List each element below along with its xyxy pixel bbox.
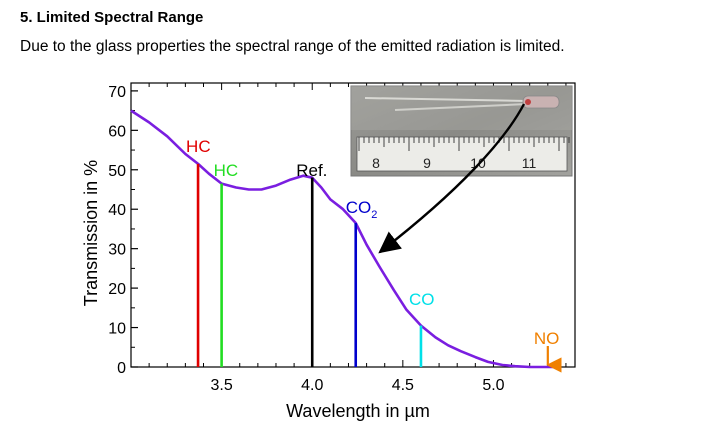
ruler-label: 8 [372, 155, 380, 171]
x-tick-label: 4.0 [301, 377, 323, 394]
section-title: 5. Limited Spectral Range [20, 9, 204, 26]
y-axis-title: Transmission in % [81, 160, 101, 306]
emitter-photo: 8 9 10 11 [350, 85, 573, 177]
x-tick-label: 4.5 [392, 377, 414, 394]
x-axis-title: Wavelength in µm [286, 401, 430, 421]
ruler-ticks: 8 9 10 11 [358, 137, 570, 171]
chart-axes: 0 10 20 30 40 50 60 70 3.5 4.0 4.5 5.0 Wavelength in… [81, 82, 576, 421]
ruler-label: 10 [470, 155, 486, 171]
y-tick-label: 0 [117, 360, 126, 377]
y-tick-label: 10 [108, 321, 126, 338]
marker-label: CO [409, 290, 435, 309]
pointer-arrow [378, 103, 526, 254]
emitter-lead-upper [364, 97, 528, 102]
transmission-curve [130, 109, 554, 369]
emitter-bulb [522, 95, 560, 109]
y-tick-label: 50 [108, 163, 126, 180]
emitter-filament [525, 99, 531, 105]
y-tick-label: 40 [108, 202, 126, 219]
y-tick-label: 70 [108, 84, 126, 101]
marker-label: NO [534, 329, 560, 348]
x-tick-label: 5.0 [482, 377, 504, 394]
plot-frame [130, 82, 576, 368]
y-tick-label: 30 [108, 242, 126, 259]
marker-label: HC [186, 137, 211, 156]
marker-label: CO2 [346, 198, 378, 221]
x-tick-label: 3.5 [210, 377, 232, 394]
marker-label: HC [214, 161, 239, 180]
emitter-lead-lower [394, 103, 528, 111]
ruler [356, 136, 568, 172]
section-description: Due to the glass properties the spectral… [20, 38, 565, 55]
ruler-label: 11 [522, 155, 537, 171]
y-tick-label: 60 [108, 123, 126, 140]
marker-label: Ref. [296, 161, 327, 180]
ruler-label: 9 [423, 155, 431, 171]
y-tick-label: 20 [108, 281, 126, 298]
